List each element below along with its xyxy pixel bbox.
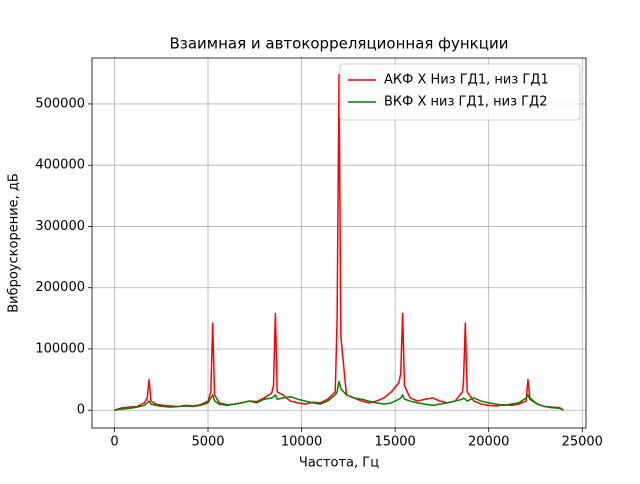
y-tick-label: 500000 — [35, 96, 85, 111]
x-tick-label: 0 — [110, 435, 118, 450]
x-tick-label: 20000 — [468, 435, 509, 450]
y-tick-label: 0 — [77, 403, 85, 418]
x-tick-label: 15000 — [374, 435, 415, 450]
legend-label: АКФ X Низ ГД1, низ ГД1 — [384, 73, 549, 88]
x-tick-label: 25000 — [562, 435, 603, 450]
y-axis-label: Виброускорение, дБ — [7, 173, 22, 313]
y-tick-label: 200000 — [35, 280, 85, 295]
y-tick-label: 100000 — [35, 341, 85, 356]
chart-title: Взаимная и автокорреляционная функции — [170, 35, 509, 53]
legend-label: ВКФ X низ ГД1, низ ГД2 — [384, 95, 547, 110]
legend-box — [339, 63, 581, 121]
legend: АКФ X Низ ГД1, низ ГД1 ВКФ X низ ГД1, низ… — [339, 63, 581, 121]
x-tick-label: 5000 — [191, 435, 224, 450]
y-tick-label: 400000 — [35, 158, 85, 173]
axes-frame — [91, 57, 587, 429]
data-line — [114, 380, 564, 411]
y-tick-label: 300000 — [35, 219, 85, 234]
x-axis-label: Частота, Гц — [299, 456, 379, 471]
x-tick-label: 10000 — [281, 435, 322, 450]
plot-area — [114, 73, 564, 411]
